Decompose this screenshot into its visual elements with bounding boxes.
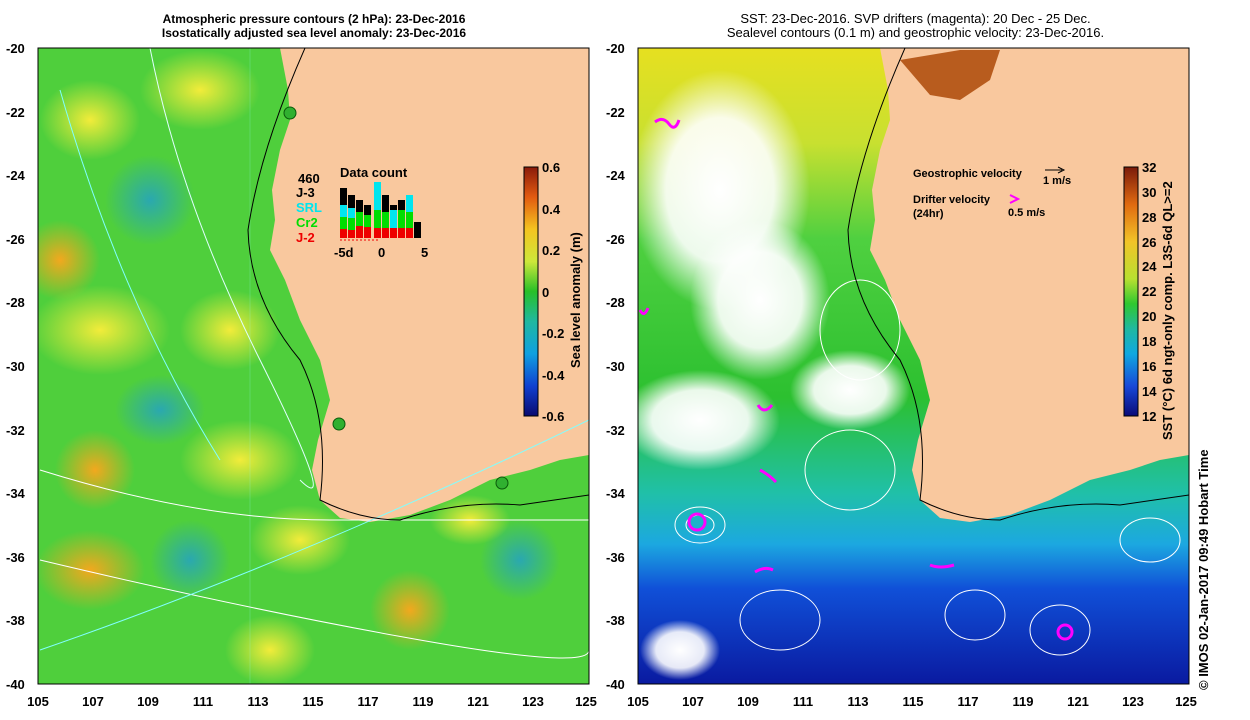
right-lat-label: -22 bbox=[606, 105, 625, 120]
left-lon-label: 113 bbox=[247, 694, 269, 709]
left-lon-label: 111 bbox=[192, 694, 214, 709]
geostrophic-legend-speed: 1 m/s bbox=[1043, 175, 1072, 187]
left-lat-label: -30 bbox=[6, 359, 25, 374]
right-lat-label: -28 bbox=[606, 295, 625, 310]
left-lat-label: -38 bbox=[6, 613, 25, 628]
data-count-total: 460 bbox=[298, 171, 320, 186]
left-lon-label: 105 bbox=[27, 694, 49, 709]
left-lat-label: -24 bbox=[6, 168, 25, 183]
data-count-histogram bbox=[340, 182, 421, 241]
drifter-arrow bbox=[1009, 194, 1021, 204]
sst-colorbar-title: SST (°C) 6d ngt-only comp. L3S-6d QL>=2 bbox=[1160, 181, 1175, 440]
right-lat-label: -38 bbox=[606, 613, 625, 628]
mission-j3: J-3 bbox=[296, 185, 315, 200]
left-lon-label: 123 bbox=[522, 694, 544, 709]
right-lon-label: 125 bbox=[1175, 694, 1197, 709]
right-lat-label: -34 bbox=[606, 486, 625, 501]
sla-map bbox=[38, 48, 589, 684]
geostrophic-arrowhead bbox=[1057, 166, 1066, 174]
sla-colorbar-tick: -0.6 bbox=[542, 409, 565, 424]
right-lon-label: 121 bbox=[1067, 694, 1089, 709]
histogram-xtick-0: 0 bbox=[378, 245, 386, 260]
left-lon-label: 125 bbox=[575, 694, 597, 709]
sla-colorbar-tick: 0.4 bbox=[542, 202, 561, 217]
right-lon-label: 107 bbox=[682, 694, 704, 709]
right-lat-label: -30 bbox=[606, 359, 625, 374]
left-lon-label: 119 bbox=[412, 694, 434, 709]
sst-colorbar-tick: 26 bbox=[1142, 235, 1157, 250]
right-title-line1: SST: 23-Dec-2016. SVP drifters (magenta)… bbox=[740, 11, 1091, 26]
sla-colorbar-tick: 0.6 bbox=[542, 160, 561, 175]
right-lon-label: 115 bbox=[902, 694, 924, 709]
left-lon-label: 109 bbox=[137, 694, 159, 709]
drifter-legend-sublabel: (24hr) bbox=[913, 208, 944, 220]
right-title-line2: Sealevel contours (0.1 m) and geostrophi… bbox=[726, 25, 1105, 40]
right-lat-label: -20 bbox=[606, 41, 625, 56]
right-lon-label: 105 bbox=[627, 694, 649, 709]
sst-colorbar-tick: 20 bbox=[1142, 309, 1157, 324]
sst-colorbar-tick: 14 bbox=[1142, 384, 1157, 399]
sla-colorbar bbox=[523, 166, 539, 417]
drifter-legend-label: Drifter velocity bbox=[913, 194, 991, 206]
sla-colorbar-tick: -0.2 bbox=[542, 326, 565, 341]
histogram-xtick-minus5: -5d bbox=[334, 245, 354, 260]
right-lon-label: 113 bbox=[847, 694, 869, 709]
left-lat-label: -20 bbox=[6, 41, 25, 56]
data-count-title: Data count bbox=[340, 165, 408, 180]
left-lat-label: -28 bbox=[6, 295, 25, 310]
right-lon-label: 109 bbox=[737, 694, 759, 709]
left-lat-label: -32 bbox=[6, 423, 25, 438]
right-lat-label: -36 bbox=[606, 550, 625, 565]
sst-colorbar-tick: 32 bbox=[1142, 160, 1157, 175]
geostrophic-legend-label: Geostrophic velocity bbox=[913, 168, 1022, 180]
imos-credit: © IMOS 02-Jan-2017 09:49 Hobart Time bbox=[1196, 449, 1211, 690]
drifter-legend-speed: 0.5 m/s bbox=[1008, 207, 1046, 219]
right-lat-label: -26 bbox=[606, 232, 625, 247]
left-lon-label: 107 bbox=[82, 694, 104, 709]
left-lat-label: -34 bbox=[6, 486, 25, 501]
sst-colorbar-tick: 24 bbox=[1142, 259, 1157, 274]
sla-colorbar-tick: -0.4 bbox=[542, 368, 565, 383]
sla-colorbar-tick: 0 bbox=[542, 285, 550, 300]
sst-colorbar-tick: 28 bbox=[1142, 210, 1157, 225]
sla-colorbar-title: Sea level anomaly (m) bbox=[568, 232, 583, 368]
right-lat-label: -40 bbox=[606, 677, 625, 692]
sla-colorbar-tick: 0.2 bbox=[542, 243, 561, 258]
left-lat-label: -40 bbox=[6, 677, 25, 692]
sst-colorbar bbox=[1123, 166, 1139, 417]
left-lon-label: 117 bbox=[357, 694, 379, 709]
mission-cr2: Cr2 bbox=[296, 215, 318, 230]
sst-colorbar-tick: 18 bbox=[1142, 334, 1157, 349]
sst-map bbox=[638, 48, 1189, 684]
right-lon-label: 117 bbox=[957, 694, 979, 709]
left-lon-label: 115 bbox=[302, 694, 324, 709]
left-lat-label: -26 bbox=[6, 232, 25, 247]
right-lon-label: 123 bbox=[1122, 694, 1144, 709]
left-lat-label: -22 bbox=[6, 105, 25, 120]
right-lon-label: 119 bbox=[1012, 694, 1034, 709]
left-title-line1: Atmospheric pressure contours (2 hPa): 2… bbox=[162, 12, 466, 26]
sst-colorbar-tick: 12 bbox=[1142, 409, 1157, 424]
right-lat-label: -32 bbox=[606, 423, 625, 438]
left-lon-label: 121 bbox=[467, 694, 489, 709]
sst-colorbar-tick: 22 bbox=[1142, 284, 1157, 299]
histogram-xtick-5: 5 bbox=[421, 245, 429, 260]
right-lon-label: 111 bbox=[792, 694, 814, 709]
left-title-line2: Isostatically adjusted sea level anomaly… bbox=[161, 26, 467, 40]
mission-j2: J-2 bbox=[296, 230, 315, 245]
mission-srl: SRL bbox=[296, 200, 322, 215]
right-lat-label: -24 bbox=[606, 168, 625, 183]
left-lat-label: -36 bbox=[6, 550, 25, 565]
sst-colorbar-tick: 16 bbox=[1142, 359, 1157, 374]
sst-colorbar-tick: 30 bbox=[1142, 185, 1157, 200]
